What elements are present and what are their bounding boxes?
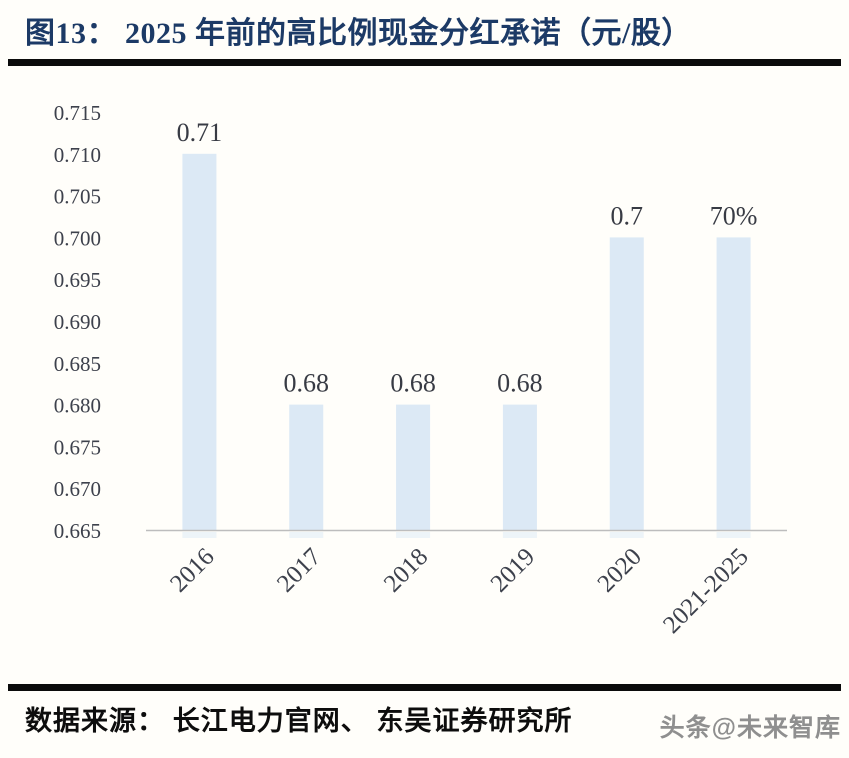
- y-tick-label: 0.680: [54, 394, 101, 418]
- y-tick-label: 0.705: [54, 185, 101, 209]
- bar-reflection: [716, 532, 751, 538]
- x-category-label-2020: 2020: [593, 543, 647, 597]
- y-tick-label: 0.710: [54, 143, 101, 167]
- y-tick-label: 0.675: [54, 435, 101, 459]
- bar-2017: [289, 404, 324, 530]
- bar-reflection: [396, 532, 431, 538]
- bar-reflection: [609, 532, 644, 538]
- bar-2018: [396, 404, 431, 530]
- bar-chart-canvas: 0.7150.7100.7050.7000.6950.6900.6850.680…: [54, 101, 787, 639]
- value-label-2019: 0.68: [497, 369, 543, 398]
- bottom-divider: [8, 684, 841, 691]
- y-tick-label: 0.690: [54, 310, 101, 334]
- value-label-2021-2025: 70%: [710, 201, 758, 230]
- figure-title: 图13： 2025 年前的高比例现金分红承诺（元/股）: [25, 17, 692, 50]
- value-label-2018: 0.68: [390, 369, 436, 398]
- x-category-label-2021-2025: 2021-2025: [658, 543, 754, 639]
- bar-2021-2025: [716, 237, 751, 530]
- bar-2016: [182, 153, 217, 531]
- bar-reflection: [502, 532, 537, 538]
- bar-reflection: [289, 532, 324, 538]
- watermark-text: 头条@未来智库: [659, 714, 841, 742]
- dividend-bar-chart: 0.715 0.710 0.705 0.700 0.695 0.690 0.685 0.680…: [0, 70, 849, 680]
- value-label-2020: 0.7: [611, 201, 644, 230]
- y-tick-label: 0.700: [54, 226, 101, 250]
- top-divider: [8, 59, 841, 66]
- bar-2020: [609, 237, 644, 530]
- x-category-label-2018: 2018: [379, 543, 433, 597]
- bar-reflection: [182, 532, 217, 538]
- x-category-label-2016: 2016: [165, 543, 219, 597]
- value-label-2017: 0.68: [284, 369, 330, 398]
- data-source-text: 数据来源： 长江电力官网、 东吴证券研究所: [25, 706, 573, 736]
- y-tick-label: 0.695: [54, 268, 101, 292]
- value-label-2016: 0.71: [177, 118, 223, 147]
- x-category-label-2017: 2017: [272, 543, 326, 597]
- y-tick-label: 0.670: [54, 477, 101, 501]
- bar-2019: [502, 404, 537, 530]
- y-tick-label: 0.665: [54, 519, 101, 543]
- y-tick-label: 0.715: [54, 101, 101, 125]
- x-category-label-2019: 2019: [486, 543, 540, 597]
- y-tick-label: 0.685: [54, 352, 101, 376]
